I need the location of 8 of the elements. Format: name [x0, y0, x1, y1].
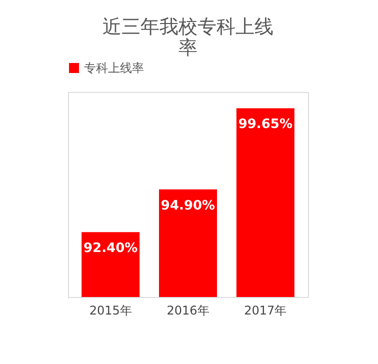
x-tick-label: 2016年	[166, 304, 210, 318]
x-tick-label: 2017年	[244, 304, 287, 318]
x-tick-label: 2015年	[89, 304, 132, 318]
data-label: 99.65%	[238, 117, 292, 132]
data-label: 92.40%	[84, 241, 138, 256]
chart-title: 近三年我校专科上线率	[102, 16, 274, 59]
legend-label: 专科上线率	[84, 61, 144, 75]
data-label: 94.90%	[160, 198, 216, 214]
